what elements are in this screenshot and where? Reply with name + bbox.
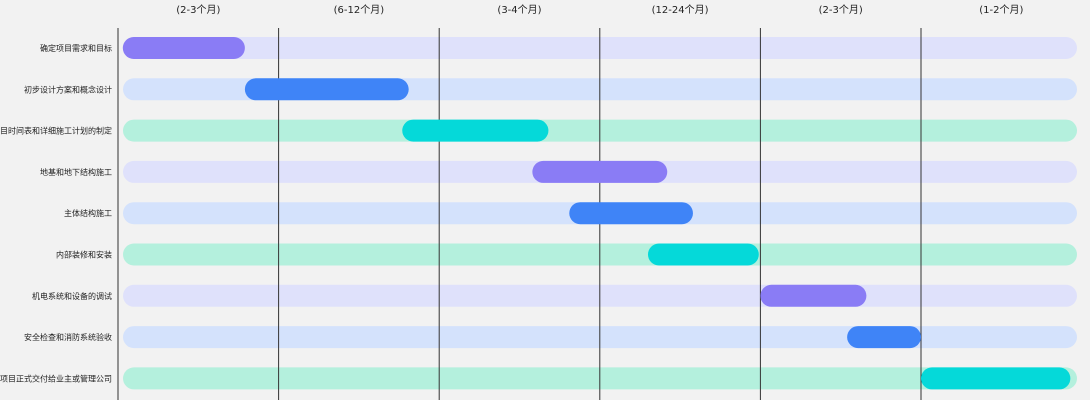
phase-label: (1-2个月) [979, 4, 1023, 16]
phase-label: (2-3个月) [819, 4, 863, 16]
task-bar [760, 284, 867, 307]
task-bars [122, 37, 1071, 390]
task-label: 项目时间表和详细施工计划的制定 [0, 126, 112, 136]
task-label: 安全检查和消防系统验收 [24, 332, 112, 342]
task-bar [569, 202, 693, 225]
task-label: 内部装修和安装 [56, 250, 112, 260]
task-label: 主体结构施工 [64, 208, 112, 218]
task-label: 机电系统和设备的调试 [32, 291, 112, 301]
phase-label: (3-4个月) [497, 4, 541, 16]
task-bar [244, 78, 409, 101]
task-bar [847, 326, 921, 349]
task-labels: 确定项目需求和目标初步设计方案和概念设计项目时间表和详细施工计划的制定地基和地下… [0, 43, 112, 383]
phase-label: (2-3个月) [176, 4, 220, 16]
task-bar [532, 160, 668, 183]
task-label: 确定项目需求和目标 [40, 43, 112, 53]
phase-labels: (2-3个月) (6-12个月) (3-4个月) (12-24个月) (2-3个月) (1… [176, 4, 1023, 16]
task-label: 项目正式交付给业主或管理公司 [0, 373, 112, 383]
task-label: 初步设计方案和概念设计 [24, 84, 112, 94]
task-label: 地基和地下结构施工 [40, 167, 112, 177]
task-bar [921, 367, 1071, 390]
phase-label: (12-24个月) [652, 4, 709, 16]
phase-label: (6-12个月) [334, 4, 385, 16]
task-bar [402, 119, 549, 142]
task-bar [647, 243, 759, 266]
task-bar [122, 37, 245, 59]
